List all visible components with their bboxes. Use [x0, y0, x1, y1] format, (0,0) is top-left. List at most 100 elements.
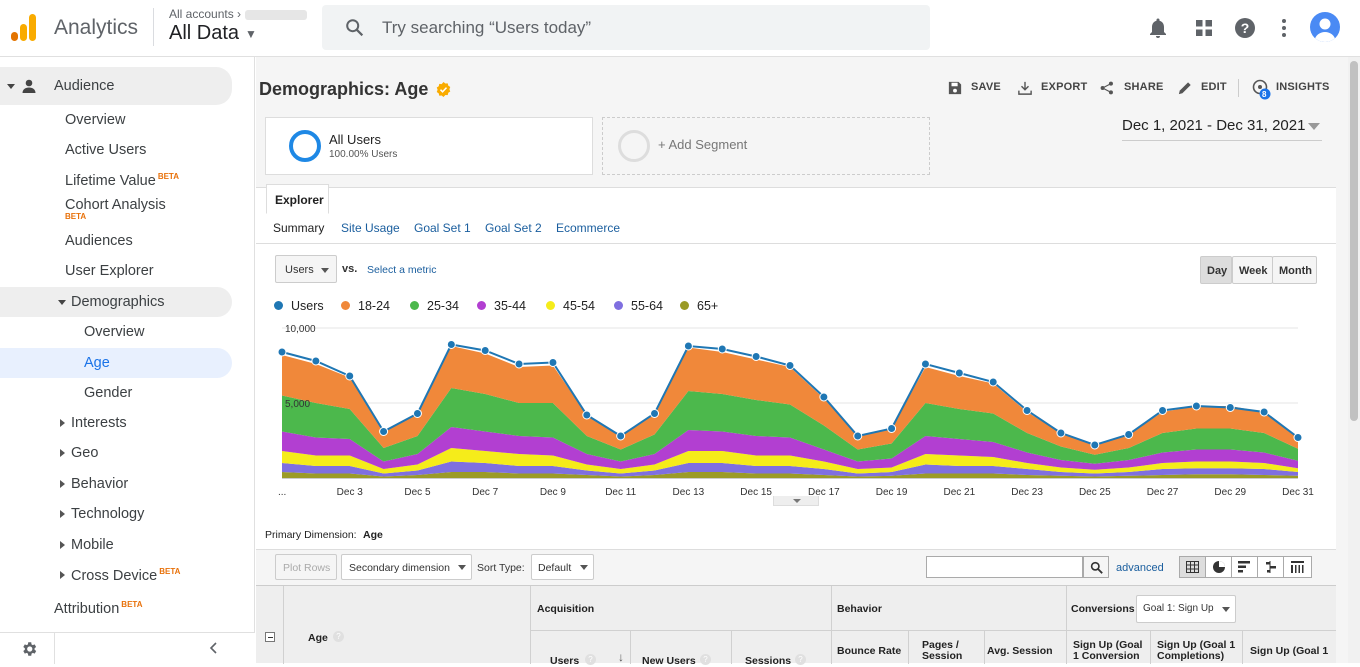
percentage-view-button[interactable] [1206, 557, 1232, 577]
collapse-sidebar-icon[interactable] [208, 642, 220, 654]
users-data-point[interactable] [446, 340, 456, 349]
sidebar-item-lifetime-value[interactable]: Lifetime Value BETA [65, 172, 179, 189]
users-data-point[interactable] [785, 361, 795, 370]
search-bar[interactable] [322, 5, 930, 50]
column-header-bounce-rate[interactable]: Bounce Rate [837, 645, 902, 657]
granularity-day-button[interactable]: Day [1200, 256, 1232, 284]
sidebar-item-mobile[interactable]: Mobile [71, 537, 114, 553]
column-header-new-users[interactable]: New Users [642, 655, 696, 667]
legend-item[interactable]: Users [274, 299, 324, 313]
tab-explorer[interactable]: Explorer [266, 184, 329, 214]
subtab-goal-set-1[interactable]: Goal Set 1 [414, 221, 471, 235]
sidebar-item-geo[interactable]: Geo [71, 445, 99, 461]
export-button[interactable]: EXPORT [1041, 81, 1088, 93]
segment-all-users[interactable]: All Users 100.00% Users [265, 117, 593, 175]
view-selector[interactable]: All Data ▼ [169, 22, 257, 45]
sidebar-item-cohort-analysis[interactable]: Cohort Analysis [65, 197, 166, 213]
primary-dimension-age[interactable]: Age [363, 529, 383, 541]
users-data-point[interactable] [1056, 428, 1066, 438]
search-input[interactable] [382, 15, 902, 41]
help-tooltip-icon[interactable]: ? [795, 654, 806, 665]
sidebar-item-cross-device[interactable]: Cross Device BETA [71, 567, 180, 584]
help-tooltip-icon[interactable]: ? [700, 654, 711, 665]
save-icon[interactable] [948, 81, 962, 95]
users-data-point[interactable] [717, 344, 727, 354]
users-data-point[interactable] [616, 431, 626, 441]
advanced-filter-link[interactable]: advanced [1116, 562, 1164, 574]
column-header-age[interactable]: Age [308, 632, 328, 644]
metric-select[interactable]: Users [275, 255, 337, 283]
performance-view-button[interactable] [1232, 557, 1258, 577]
users-data-point[interactable] [887, 424, 897, 433]
sidebar-item-audience[interactable]: Audience [54, 78, 115, 94]
sort-arrow-down-icon[interactable]: ↓ [618, 650, 624, 664]
column-header-avg-session[interactable]: Avg. Session [987, 645, 1053, 657]
help-tooltip-icon[interactable]: ? [585, 654, 596, 665]
edit-button[interactable]: EDIT [1201, 81, 1227, 93]
users-data-point[interactable] [277, 347, 287, 357]
legend-item[interactable]: 55-64 [614, 299, 663, 313]
gear-icon[interactable] [20, 640, 38, 658]
users-data-point[interactable] [345, 371, 355, 381]
users-data-point[interactable] [650, 409, 660, 418]
plot-rows-button[interactable]: Plot Rows [275, 554, 337, 580]
users-data-point[interactable] [1191, 401, 1201, 411]
users-data-point[interactable] [1158, 406, 1168, 415]
sidebar-item-technology[interactable]: Technology [71, 506, 145, 522]
users-data-point[interactable] [379, 427, 389, 436]
secondary-dimension-select[interactable]: Secondary dimension [341, 554, 472, 580]
comparison-view-button[interactable] [1258, 557, 1284, 577]
legend-item[interactable]: 65+ [680, 299, 718, 313]
users-data-point[interactable] [1022, 406, 1032, 415]
data-view-button[interactable] [1180, 557, 1206, 577]
legend-item[interactable]: 35-44 [477, 299, 526, 313]
share-icon[interactable] [1100, 81, 1114, 95]
select-metric-link[interactable]: Select a metric [367, 264, 437, 276]
column-header-goal-completions[interactable]: Sign Up (Goal 1 Completions) [1157, 639, 1236, 662]
sidebar-item-overview[interactable]: Overview [65, 112, 126, 128]
insights-button[interactable]: INSIGHTS [1276, 81, 1330, 93]
granularity-month-button[interactable]: Month [1272, 256, 1317, 284]
subtab-ecommerce[interactable]: Ecommerce [556, 221, 621, 235]
users-data-point[interactable] [988, 377, 998, 387]
insights-icon[interactable] [1252, 79, 1272, 101]
sidebar-item-demographics-overview[interactable]: Overview [84, 324, 145, 340]
sidebar-item-audiences[interactable]: Audiences [65, 233, 133, 249]
goal-select[interactable]: Goal 1: Sign Up [1136, 595, 1236, 623]
users-data-point[interactable] [514, 359, 524, 369]
date-range-picker[interactable]: Dec 1, 2021 - Dec 31, 2021 [1122, 117, 1322, 141]
pivot-view-button[interactable] [1284, 557, 1312, 577]
column-header-sessions[interactable]: Sessions [745, 655, 792, 667]
scrollbar-thumb[interactable] [1350, 61, 1358, 421]
chart-resize-handle[interactable] [773, 496, 819, 506]
sort-type-select[interactable]: Default [531, 554, 594, 580]
sidebar-item-gender[interactable]: Gender [84, 385, 133, 401]
subtab-goal-set-2[interactable]: Goal Set 2 [485, 221, 542, 235]
page-scrollbar[interactable] [1348, 57, 1360, 663]
table-filter-input[interactable] [926, 556, 1083, 578]
users-data-point[interactable] [480, 346, 490, 355]
sidebar-item-demographics[interactable]: Demographics [71, 294, 165, 310]
share-button[interactable]: SHARE [1124, 81, 1164, 93]
subtab-summary[interactable]: Summary [273, 221, 325, 235]
users-data-point[interactable] [1090, 440, 1100, 450]
sidebar-item-user-explorer[interactable]: User Explorer [65, 263, 154, 279]
export-icon[interactable] [1018, 81, 1032, 95]
users-data-point[interactable] [683, 341, 693, 351]
bell-icon[interactable] [1146, 16, 1170, 40]
sidebar-item-attribution[interactable]: Attribution BETA [54, 600, 142, 617]
users-data-point[interactable] [1225, 403, 1235, 412]
help-tooltip-icon[interactable]: ? [333, 631, 344, 642]
legend-item[interactable]: 25-34 [410, 299, 459, 313]
account-avatar[interactable] [1310, 12, 1340, 42]
users-data-point[interactable] [582, 410, 592, 420]
add-segment-button[interactable]: + Add Segment [602, 117, 930, 175]
column-header-goal-conversion[interactable]: Sign Up (Goal 1 Conversion [1073, 639, 1143, 662]
granularity-week-button[interactable]: Week [1232, 256, 1273, 284]
apps-grid-icon[interactable] [1192, 16, 1216, 40]
collapse-all-checkbox[interactable] [265, 632, 275, 642]
users-data-point[interactable] [412, 409, 422, 418]
legend-item[interactable]: 18-24 [341, 299, 390, 313]
users-data-point[interactable] [548, 358, 558, 367]
sidebar-item-age[interactable]: Age [84, 355, 110, 371]
